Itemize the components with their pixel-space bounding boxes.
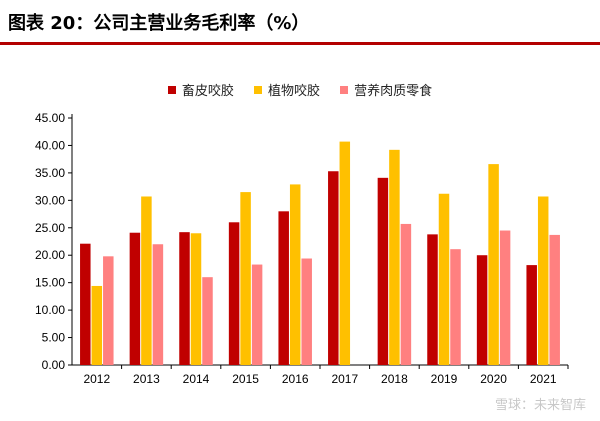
x-tick-label-2020: 2020	[480, 372, 507, 386]
legend: 畜皮咬胶 植物咬胶 营养肉质零食	[0, 80, 600, 99]
x-tick-label-2021: 2021	[530, 372, 557, 386]
legend-label-series-3: 营养肉质零食	[354, 84, 433, 99]
y-tick-label-9: 45.00	[35, 111, 65, 125]
x-tick-label-2013: 2013	[133, 372, 160, 386]
legend-item-series-2: 植物咬胶	[253, 80, 320, 99]
x-tick-label-2016: 2016	[282, 372, 309, 386]
bar-series-1-2015	[228, 222, 240, 365]
title-underline	[0, 42, 600, 45]
y-tick-label-5: 25.00	[35, 221, 65, 235]
bar-series-3-2020	[499, 230, 511, 365]
x-tick-label-2012: 2012	[83, 372, 110, 386]
bar-series-1-2019	[427, 234, 438, 365]
bar-series-3-2012	[103, 256, 114, 365]
y-tick-label-8: 40.00	[35, 138, 65, 152]
bar-series-3-2019	[450, 249, 461, 365]
bar-series-2-2014	[190, 233, 202, 365]
watermark-text: 雪球：未来智库	[494, 398, 586, 413]
legend-swatch-series-1	[167, 85, 176, 94]
bar-series-1-2013	[129, 232, 141, 365]
bar-series-2-2018	[389, 149, 400, 365]
bar-series-1-2017	[328, 171, 339, 365]
y-tick-label-0: 0.00	[42, 358, 66, 372]
bar-series-1-2016	[278, 211, 289, 365]
legend-item-series-3: 营养肉质零食	[340, 80, 432, 99]
bar-series-3-2021	[549, 234, 560, 365]
y-tick-label-6: 30.00	[35, 193, 65, 207]
bar-series-2-2020	[488, 164, 499, 365]
bar-series-3-2013	[152, 244, 164, 365]
chart-title: 图表 20：公司主营业务毛利率（%）	[8, 13, 310, 34]
bar-series-3-2014	[202, 277, 213, 365]
legend-item-series-1: 畜皮咬胶	[167, 80, 234, 99]
x-tick-label-2017: 2017	[331, 372, 358, 386]
legend-label-series-1: 畜皮咬胶	[181, 84, 234, 99]
bar-series-1-2021	[526, 265, 537, 365]
y-tick-label-3: 15.00	[35, 276, 65, 290]
bar-series-1-2012	[80, 243, 91, 365]
legend-swatch-series-2	[253, 85, 262, 94]
legend-label-series-2: 植物咬胶	[267, 84, 320, 99]
bar-series-2-2012	[91, 285, 103, 365]
bar-series-2-2015	[240, 192, 251, 365]
x-tick-label-2014: 2014	[183, 372, 210, 386]
bar-series-3-2018	[400, 223, 412, 365]
bar-series-1-2020	[476, 255, 488, 365]
bar-series-3-2015	[251, 264, 263, 365]
bar-series-2-2021	[537, 196, 549, 365]
y-tick-label-1: 5.00	[42, 331, 66, 345]
y-tick-label-2: 10.00	[35, 303, 65, 317]
bar-series-2-2016	[289, 184, 301, 365]
bar-series-3-2016	[301, 258, 312, 365]
x-tick-label-2018: 2018	[381, 372, 408, 386]
bar-series-2-2019	[438, 193, 450, 365]
bar-series-1-2018	[377, 177, 389, 365]
bar-series-2-2017	[339, 141, 351, 365]
y-tick-label-7: 35.00	[35, 166, 65, 180]
bar-series-2-2013	[141, 196, 152, 365]
y-tick-label-4: 20.00	[35, 248, 65, 262]
x-tick-label-2019: 2019	[431, 372, 458, 386]
legend-swatch-series-3	[340, 85, 349, 94]
bar-series-1-2014	[179, 232, 190, 365]
x-tick-label-2015: 2015	[232, 372, 259, 386]
